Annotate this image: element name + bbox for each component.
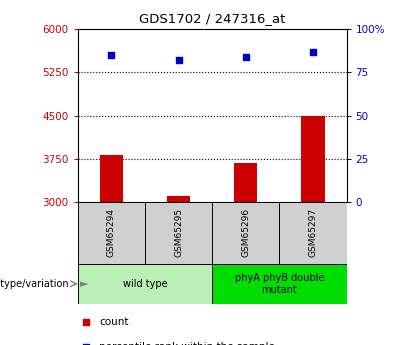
Bar [234,163,257,202]
Point [310,49,316,55]
Text: phyA phyB double
mutant: phyA phyB double mutant [235,273,324,295]
Bar [212,264,346,304]
Text: GSM65294: GSM65294 [107,208,116,257]
Bar [78,264,212,304]
Text: GSM65297: GSM65297 [308,208,318,257]
Point [242,54,249,60]
Text: count: count [99,317,129,327]
Bar [145,202,212,264]
Point [82,319,89,325]
Bar [167,196,190,202]
Text: GSM65296: GSM65296 [241,208,250,257]
Bar [212,202,279,264]
Text: genotype/variation: genotype/variation [0,279,69,289]
Point [175,58,182,63]
Bar [301,116,325,202]
Bar [78,202,145,264]
Text: percentile rank within the sample: percentile rank within the sample [99,343,275,345]
Title: GDS1702 / 247316_at: GDS1702 / 247316_at [139,12,285,26]
Text: wild type: wild type [123,279,167,289]
Text: ►: ► [80,279,88,289]
Bar [100,155,123,202]
Text: GSM65295: GSM65295 [174,208,183,257]
Bar [279,202,346,264]
Point [108,52,115,58]
